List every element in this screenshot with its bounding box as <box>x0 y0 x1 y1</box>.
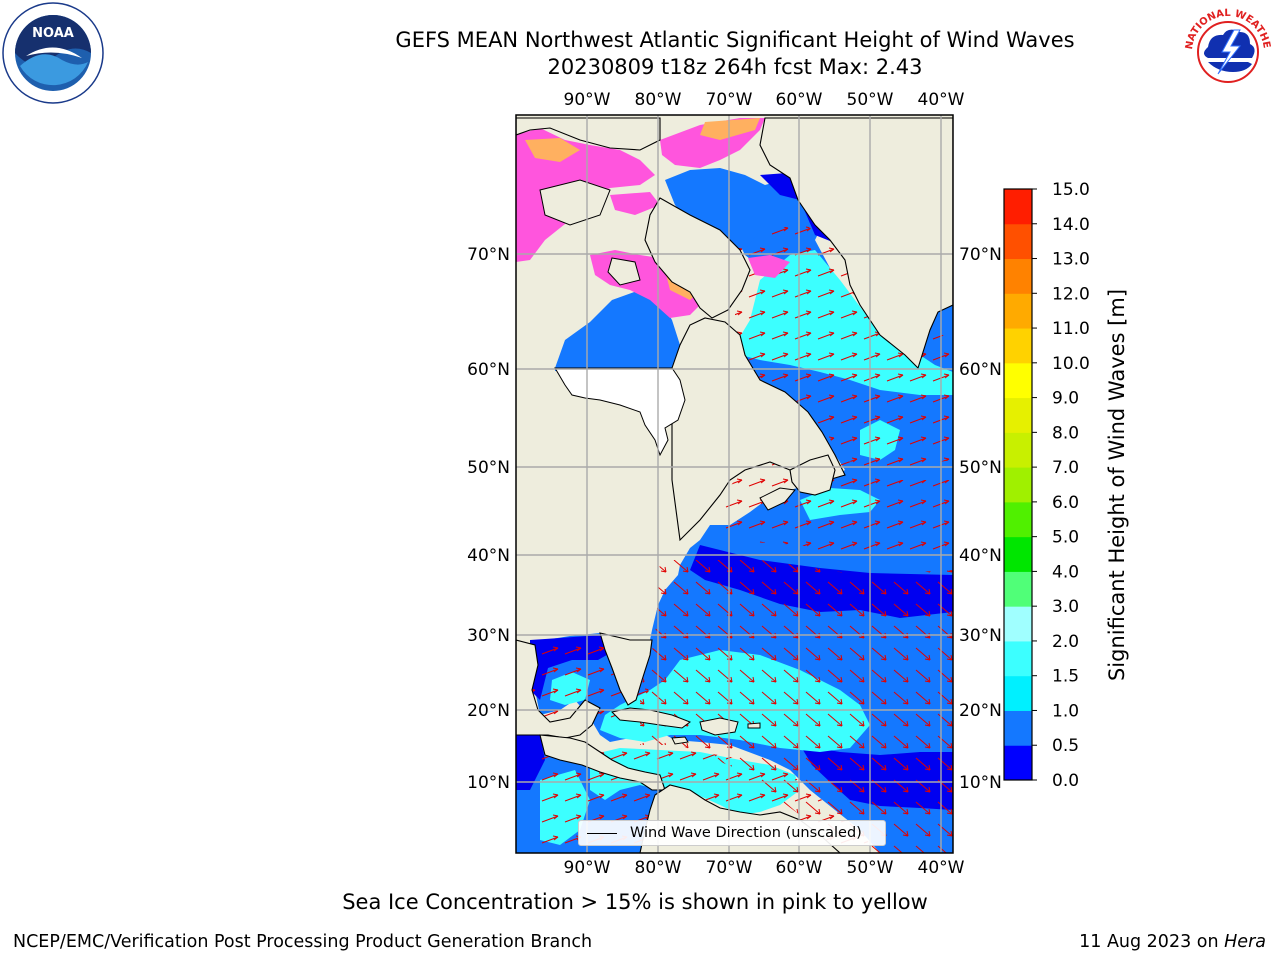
colorbar-frame <box>1003 188 1033 781</box>
legend-label: Wind Wave Direction (unscaled) <box>630 825 862 841</box>
colorbar-segment-5 <box>1004 571 1032 607</box>
chart-title-line2: 20230809 t18z 264h fcst Max: 2.43 <box>547 55 923 79</box>
lat-label-left-30n: 30°N <box>467 626 510 646</box>
map-legend: Wind Wave Direction (unscaled) <box>578 820 886 846</box>
land-victoria-island <box>539 179 611 226</box>
colorbar-segment-12 <box>1004 328 1032 364</box>
lon-label-bottom-50w: 50°W <box>847 858 894 878</box>
ocean-baffin-bay <box>665 168 795 250</box>
colorbar-segment-6 <box>1004 536 1032 572</box>
colorbar-tick-label-5: 3.0 <box>1052 597 1079 617</box>
wind-wave-arrows-atlantic <box>640 560 953 853</box>
lat-label-left-60n: 60°N <box>467 360 510 380</box>
land-puerto-rico <box>747 722 761 729</box>
chart-title-line1: GEFS MEAN Northwest Atlantic Significant… <box>395 28 1075 52</box>
lon-label-bottom-60w: 60°W <box>776 858 823 878</box>
lon-label-top-80w: 80°W <box>635 90 682 110</box>
colorbar-tick-label-4: 2.0 <box>1052 632 1079 652</box>
colorbar-tick-label-15: 13.0 <box>1052 250 1090 270</box>
colorbar-tick-label-16: 14.0 <box>1052 215 1090 235</box>
colorbar: 0.0 0.5 1.0 1.5 2.0 3.0 4.0 5.0 6.0 7.0 8.0 9.0 10.0… <box>1003 180 1090 791</box>
colorbar-segment-4 <box>1004 606 1032 642</box>
footer-date: 11 Aug 2023 on Hera <box>1079 932 1266 952</box>
colorbar-tick-label-1: 0.5 <box>1052 736 1079 756</box>
colorbar-tick-label-13: 11.0 <box>1052 319 1090 339</box>
colorbar-label: Significant Height of Wind Waves [m] <box>1105 289 1129 681</box>
low-wave-region-pacific <box>516 735 545 790</box>
lat-label-right-70n: 70°N <box>959 245 1002 265</box>
colorbar-segment-14 <box>1004 258 1032 294</box>
land-cuba <box>611 707 692 729</box>
footer-machine: Hera <box>1224 932 1266 952</box>
lon-label-bottom-80w: 80°W <box>635 858 682 878</box>
lon-label-bottom-90w: 90°W <box>564 858 611 878</box>
wind-wave-arrows-labrador <box>735 220 953 470</box>
colorbar-segment-11 <box>1004 362 1032 399</box>
lon-label-top-50w: 50°W <box>847 90 894 110</box>
colorbar-tick-label-9: 7.0 <box>1052 458 1079 478</box>
lon-label-bottom-70w: 70°W <box>706 858 753 878</box>
land-arctic-islands <box>516 117 661 151</box>
lon-label-bottom-40w: 40°W <box>918 858 965 878</box>
lat-label-left-70n: 70°N <box>467 245 510 265</box>
svg-text:NOAA: NOAA <box>32 26 74 41</box>
lat-label-left-50n: 50°N <box>467 458 510 478</box>
lat-label-right-60n: 60°N <box>959 360 1002 380</box>
colorbar-tick-label-7: 5.0 <box>1052 528 1079 548</box>
lat-label-left-20n: 20°N <box>467 701 510 721</box>
lon-label-top-60w: 60°W <box>776 90 823 110</box>
land-nova-scotia <box>759 487 796 511</box>
colorbar-segment-2 <box>1004 675 1032 711</box>
colorbar-segment-7 <box>1004 501 1032 538</box>
lat-label-left-10n: 10°N <box>467 773 510 793</box>
land-mexico <box>516 639 601 739</box>
colorbar-segment-0 <box>1004 745 1032 781</box>
colorbar-tick-label-17: 15.0 <box>1052 180 1090 200</box>
colorbar-segment-16 <box>1004 189 1032 225</box>
colorbar-segment-8 <box>1004 467 1032 503</box>
colorbar-tick-label-11: 9.0 <box>1052 389 1079 409</box>
colorbar-segment-1 <box>1004 710 1032 746</box>
colorbar-segment-15 <box>1004 223 1032 260</box>
noaa-logo: NOAA <box>2 2 104 104</box>
land-jamaica <box>671 736 689 745</box>
colorbar-segment-9 <box>1004 432 1032 468</box>
sea-ice-caption: Sea Ice Concentration > 15% is shown in … <box>342 890 928 914</box>
colorbar-tick-label-10: 8.0 <box>1052 423 1079 443</box>
footer-credit: NCEP/EMC/Verification Post Processing Pr… <box>13 932 593 952</box>
colorbar-tick-label-6: 4.0 <box>1052 562 1079 582</box>
footer-date-text: 11 Aug 2023 on <box>1079 932 1225 952</box>
colorbar-tick-label-0: 0.0 <box>1052 771 1079 791</box>
colorbar-tick-label-14: 12.0 <box>1052 284 1090 304</box>
colorbar-segment-13 <box>1004 293 1032 329</box>
lat-label-right-10n: 10°N <box>959 773 1002 793</box>
colorbar-segment-10 <box>1004 397 1032 433</box>
land-florida <box>599 632 653 706</box>
lon-label-top-70w: 70°W <box>706 90 753 110</box>
land-baffin-island <box>644 197 751 319</box>
nws-logo: NATIONAL WEATHER SERVICE <box>1178 2 1276 100</box>
graticule <box>516 115 953 853</box>
colorbar-tick-label-3: 1.5 <box>1052 667 1079 687</box>
colorbar-tick-label-12: 10.0 <box>1052 354 1090 374</box>
map-panel <box>516 115 953 853</box>
lat-label-right-50n: 50°N <box>959 458 1002 478</box>
lon-label-top-40w: 40°W <box>918 90 965 110</box>
lat-label-left-40n: 40°N <box>467 546 510 566</box>
land-newfoundland <box>789 454 836 496</box>
lon-label-top-90w: 90°W <box>564 90 611 110</box>
map-frame <box>515 114 954 854</box>
land-labrador <box>671 317 846 542</box>
lat-label-right-40n: 40°N <box>959 546 1002 566</box>
legend-line-swatch <box>587 832 617 834</box>
wind-wave-arrows-newengland <box>720 450 953 560</box>
lat-label-right-30n: 30°N <box>959 626 1002 646</box>
land-southampton <box>607 257 641 286</box>
colorbar-tick-label-8: 6.0 <box>1052 493 1079 513</box>
ocean-hudson-bay <box>555 290 680 368</box>
colorbar-tick-label-2: 1.0 <box>1052 701 1079 721</box>
colorbar-segment-3 <box>1004 640 1032 677</box>
lat-label-right-20n: 20°N <box>959 701 1002 721</box>
